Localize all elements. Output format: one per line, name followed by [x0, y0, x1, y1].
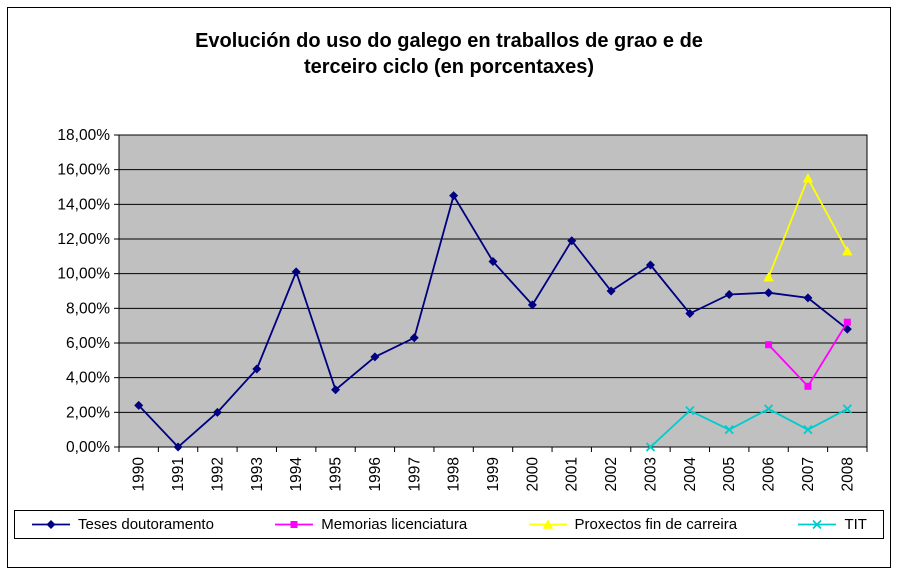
marker-diamond-icon	[370, 352, 380, 362]
marker-x-icon	[685, 405, 695, 416]
chart-plot-svg: 0,00% 2,00% 4,00% 6,00% 8,00% 10,00% 12,00% 14,…	[57, 127, 868, 492]
series-line-tit	[649, 407, 848, 448]
x-axis-tick-label: 2003	[642, 457, 659, 491]
legend-label-proxectos-fin-de-carreira: Proxectos fin de carreira	[574, 516, 738, 533]
marker-diamond-icon	[173, 442, 183, 452]
marker-x-icon	[842, 404, 852, 414]
x-axis-tick-label: 1993	[249, 457, 266, 491]
marker-triangle-icon	[842, 245, 853, 256]
marker-diamond-icon	[645, 260, 655, 270]
marker-diamond-icon	[527, 300, 537, 310]
chart-title-line-1: Evolución do uso do galego en traballos …	[195, 30, 703, 52]
x-axis-tick-label: 1995	[328, 457, 345, 491]
marker-diamond-icon	[291, 267, 301, 277]
y-axis-tick-label: 4,00%	[66, 370, 110, 387]
x-axis-tick-label: 2005	[721, 457, 738, 491]
x-axis-tick-label: 2002	[603, 457, 620, 491]
x-axis-tick-label: 1998	[446, 457, 463, 491]
marker-square-icon	[843, 318, 851, 326]
legend-marker-triangle-icon	[528, 519, 567, 529]
x-axis-tick-label: 2004	[682, 457, 699, 492]
x-axis-tick-label: 1996	[367, 457, 384, 491]
marker-diamond-icon	[409, 333, 419, 343]
marker-triangle-icon	[542, 519, 553, 529]
y-axis-tick-label: 2,00%	[66, 404, 110, 421]
marker-x-icon	[645, 442, 656, 452]
marker-diamond-icon	[252, 364, 262, 374]
marker-triangle-icon	[763, 271, 774, 282]
legend-marker-x-icon	[798, 519, 837, 530]
marker-x-icon	[812, 519, 823, 530]
x-axis-tick-label: 1991	[170, 457, 187, 491]
legend-label-teses-doutoramento: Teses doutoramento	[78, 516, 214, 533]
legend-item-teses-doutoramento: Teses doutoramento	[31, 516, 214, 533]
marker-square-icon	[290, 521, 298, 528]
y-axis-tick-label: 14,00%	[57, 196, 110, 213]
marker-diamond-icon	[685, 309, 695, 319]
x-axis-tick-label: 2008	[839, 457, 856, 491]
marker-diamond-icon	[724, 289, 734, 299]
legend-item-tit: TIT	[797, 516, 867, 533]
x-axis-tick-label: 1999	[485, 457, 502, 491]
marker-x-icon	[803, 425, 813, 435]
chart-title: Evolución do uso do galego en traballos …	[8, 28, 890, 80]
legend-item-proxectos-fin-de-carreira: Proxectos fin de carreira	[528, 516, 738, 533]
y-axis-tick-label: 16,00%	[57, 162, 110, 179]
marker-square-icon	[765, 341, 773, 349]
chart-title-line-2: terceiro ciclo (en porcentaxes)	[303, 56, 595, 78]
chart-frame: Evolución do uso do galego en traballos …	[7, 7, 891, 568]
legend-label-tit: TIT	[844, 516, 867, 533]
y-axis-tick-label: 6,00%	[66, 335, 110, 352]
legend-label-memorias-licenciatura: Memorias licenciatura	[321, 516, 468, 533]
x-axis-tick-label: 1994	[288, 457, 305, 492]
marker-diamond-icon	[134, 400, 144, 410]
x-axis-tick-label: 2000	[524, 457, 541, 492]
x-axis-tick-label: 2007	[800, 457, 817, 491]
legend-marker-square-icon	[275, 521, 314, 528]
marker-diamond-icon	[606, 286, 616, 296]
marker-diamond-icon	[764, 288, 774, 298]
marker-diamond-icon	[449, 191, 459, 201]
marker-diamond-icon	[488, 257, 498, 267]
marker-diamond-icon	[46, 520, 56, 529]
x-axis-tick-label: 2001	[564, 457, 581, 491]
marker-square-icon	[804, 382, 812, 390]
y-axis-tick-label: 12,00%	[57, 231, 110, 248]
y-axis-tick-label: 0,00%	[66, 439, 110, 456]
legend-item-memorias-licenciatura: Memorias licenciatura	[274, 516, 467, 533]
y-axis-tick-label: 8,00%	[66, 300, 110, 317]
x-axis-tick-label: 1990	[131, 457, 148, 492]
marker-diamond-icon	[212, 407, 222, 417]
marker-x-icon	[724, 425, 734, 435]
y-axis-tick-label: 10,00%	[57, 266, 110, 283]
legend-marker-diamond-icon	[32, 520, 70, 529]
legend: Teses doutoramento Memorias licenciatura P…	[14, 510, 884, 539]
x-axis-tick-label: 1992	[209, 457, 226, 491]
y-axis-tick-label: 18,00%	[57, 127, 110, 144]
marker-diamond-icon	[803, 293, 813, 303]
plot-area	[118, 134, 868, 448]
x-axis-tick-label: 2006	[761, 457, 778, 491]
marker-triangle-icon	[802, 173, 814, 183]
marker-x-icon	[763, 404, 774, 414]
x-axis-tick-label: 1997	[406, 457, 423, 491]
marker-diamond-icon	[331, 385, 341, 395]
marker-diamond-icon	[567, 236, 577, 246]
